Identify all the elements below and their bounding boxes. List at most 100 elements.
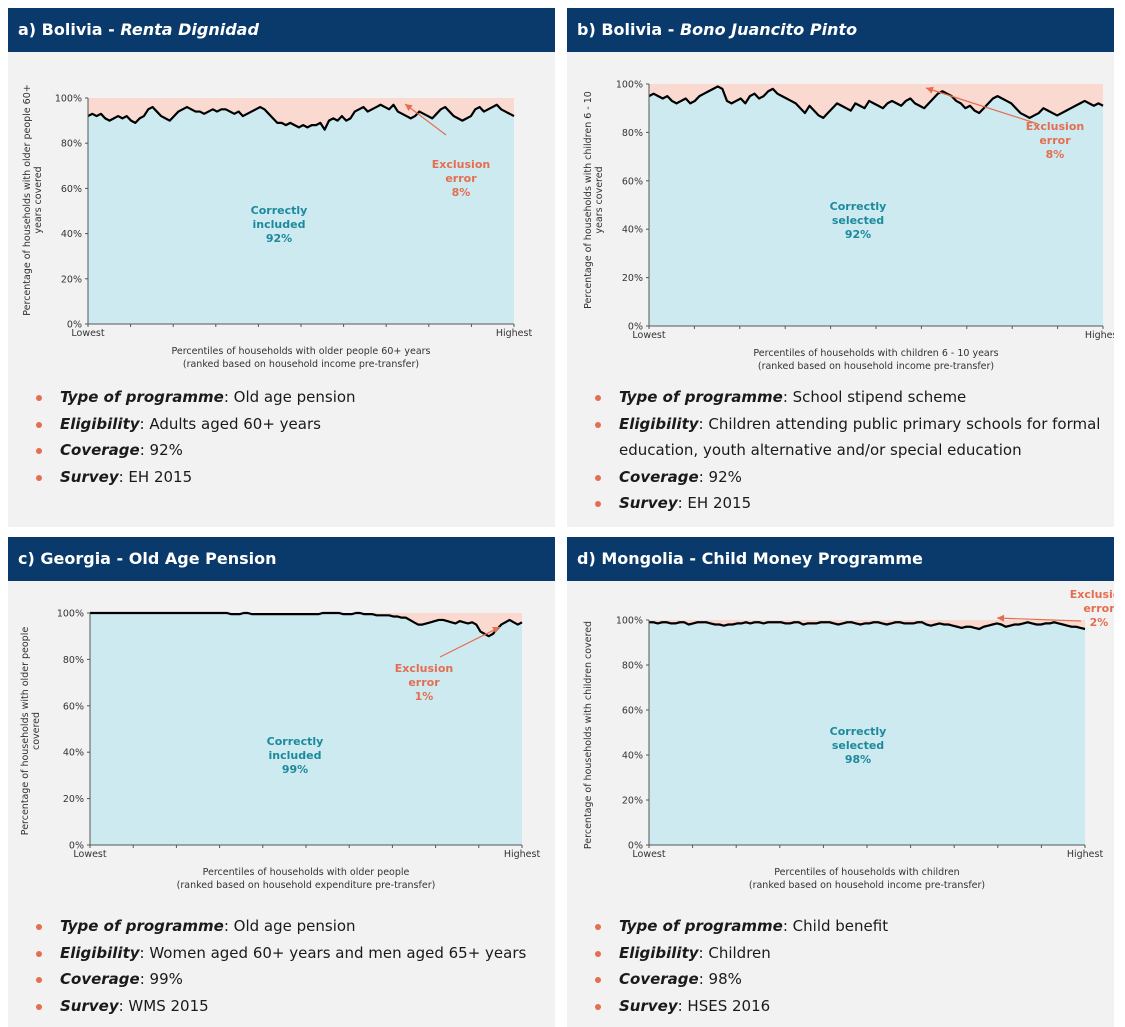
x-label-highest: Highest — [504, 849, 541, 860]
exclusion-annotation: 8% — [1046, 148, 1065, 161]
bullet-item: Survey: WMS 2015 — [36, 993, 526, 1020]
x-axis-title: (ranked based on household income pre-tr… — [758, 361, 994, 372]
x-label-highest: Highest — [1085, 330, 1114, 341]
bullet-key: Coverage — [619, 467, 699, 486]
bullet-list: Type of programme: Old age pension Eligib… — [36, 384, 356, 490]
y-axis-title: Percentage of households with children 6… — [583, 91, 605, 309]
bullet-text: : School stipend scheme — [782, 388, 967, 406]
coverage-area — [90, 613, 522, 845]
coverage-area — [649, 622, 1085, 845]
bullet-item: Coverage: 92% — [595, 464, 1114, 491]
bullet-text: : Old age pension — [223, 388, 356, 406]
bullet-text: : Old age pension — [223, 917, 356, 935]
exclusion-arrow — [996, 617, 1082, 622]
y-tick-label: 40% — [63, 748, 84, 759]
x-label-highest: Highest — [1067, 849, 1104, 860]
y-tick-label: 40% — [622, 225, 643, 236]
chart-c: 0% 20% 40% 60% 80% 100% Lowest Highest Percentil… — [20, 609, 541, 892]
bullet-item: Eligibility: Children attending public p… — [595, 411, 1114, 464]
bullet-text: : Women aged 60+ years and men aged 65+ … — [139, 943, 527, 962]
bullet-item: Eligibility: Women aged 60+ years and me… — [36, 940, 526, 967]
y-tick-label: 60% — [622, 706, 643, 717]
bullet-key: Survey — [619, 996, 678, 1015]
correct-annotation: Correctly — [267, 735, 324, 748]
bullet-list: Type of programme: Child benefit Eligibil… — [595, 913, 888, 1019]
exclusion-annotation: 8% — [452, 186, 471, 199]
y-tick-label: 100% — [55, 94, 82, 105]
y-axis-title-line: Percentage of households with children 6… — [583, 91, 594, 309]
exclusion-arrow — [925, 87, 1039, 125]
bullet-text: : HSES 2016 — [677, 996, 771, 1015]
bullet-key: Survey — [60, 996, 119, 1015]
exclusion-arrow — [404, 103, 447, 136]
coverage-line — [649, 621, 1086, 631]
y-tick-label: 0% — [67, 320, 82, 331]
bullet-key: Survey — [60, 467, 119, 486]
bullet-text: : Children attending public primary scho… — [619, 414, 1101, 460]
y-tick-label: 100% — [616, 616, 643, 627]
bullet-key: Coverage — [60, 441, 140, 459]
x-label-lowest: Lowest — [632, 849, 666, 860]
bullet-item: Survey: HSES 2016 — [595, 993, 888, 1020]
panel-title: a) Bolivia - Renta Dignidad — [8, 8, 555, 52]
coverage-line — [87, 103, 515, 131]
x-label-lowest: Lowest — [71, 328, 105, 339]
coverage-area — [88, 104, 514, 324]
bullet-text: : Child benefit — [782, 917, 889, 935]
panel-b: b) Bolivia - Bono Juancito Pinto 0% 20% 40… — [567, 8, 1114, 527]
y-axis-title: Percentage of households with children c… — [583, 621, 594, 849]
chart-d: 0% 20% 40% 60% 80% 100% Lowest Highest Percentil… — [583, 588, 1114, 891]
y-axis-title: Percentage of households with older peop… — [22, 84, 44, 315]
bullet-text: : Adults aged 60+ years — [139, 414, 321, 433]
correct-annotation: selected — [832, 214, 884, 227]
arrow-head — [492, 627, 500, 634]
bullet-item: Type of programme: Old age pension — [36, 913, 526, 940]
arrow-head — [997, 614, 1005, 622]
exclusion-annotation: 2% — [1090, 616, 1109, 629]
y-tick-label: 80% — [63, 655, 84, 666]
y-axis-title-line: years covered — [594, 166, 605, 233]
bullet-item: Type of programme: School stipend scheme — [595, 384, 1114, 411]
y-tick-label: 60% — [61, 184, 82, 195]
y-tick-label: 60% — [63, 701, 84, 712]
y-axis-title-line: Percentage of households with older peop… — [22, 84, 33, 315]
y-tick-label: 80% — [622, 128, 643, 139]
x-axis-title: Percentiles of households with children … — [753, 348, 998, 359]
bullet-key: Type of programme — [619, 388, 783, 406]
panel-c: c) Georgia - Old Age Pension 0% 20% 40% 60%… — [8, 537, 555, 1027]
panel-title: b) Bolivia - Bono Juancito Pinto — [567, 8, 1114, 52]
bullet-key: Eligibility — [619, 943, 699, 962]
correct-annotation: Correctly — [830, 200, 887, 213]
y-tick-label: 100% — [57, 609, 84, 620]
bullet-text: : EH 2015 — [118, 467, 193, 486]
exclusion-annotation: Exclusion — [432, 158, 490, 171]
bullet-item: Type of programme: Old age pension — [36, 384, 356, 411]
bullet-list: Type of programme: School stipend scheme… — [595, 384, 1114, 517]
coverage-line — [90, 611, 523, 638]
bullet-text: : 92% — [139, 441, 183, 459]
correct-annotation: 92% — [845, 228, 871, 241]
x-axis-title: Percentiles of households with children — [774, 867, 959, 878]
exclusion-arrow — [439, 626, 501, 658]
chart-b: 0% 20% 40% 60% 80% 100% Lowest Highest Percentil… — [583, 80, 1114, 373]
y-tick-label: 80% — [61, 139, 82, 150]
y-axis-title-line: covered — [31, 712, 42, 750]
bullet-list: Type of programme: Old age pension Eligib… — [36, 913, 526, 1019]
y-tick-label: 0% — [69, 841, 84, 852]
bullet-key: Coverage — [619, 970, 699, 988]
panel-a: a) Bolivia - Renta Dignidad 0% 20% 40% 60% 8… — [8, 8, 555, 527]
x-label-lowest: Lowest — [632, 330, 666, 341]
correct-annotation: 99% — [282, 763, 308, 776]
bullet-item: Eligibility: Adults aged 60+ years — [36, 411, 356, 438]
y-tick-label: 20% — [63, 794, 84, 805]
y-axis-title-line: Percentage of households with children c… — [583, 621, 594, 849]
bullet-text: : 98% — [698, 970, 742, 988]
bullet-key: Eligibility — [60, 943, 140, 962]
exclusion-annotation: Exclusion — [1070, 588, 1114, 601]
y-tick-label: 40% — [622, 751, 643, 762]
y-tick-label: 20% — [622, 796, 643, 807]
arrow-head — [926, 86, 934, 94]
bullet-text: : Children — [698, 943, 771, 962]
x-label-lowest: Lowest — [73, 849, 107, 860]
y-tick-label: 20% — [622, 273, 643, 284]
